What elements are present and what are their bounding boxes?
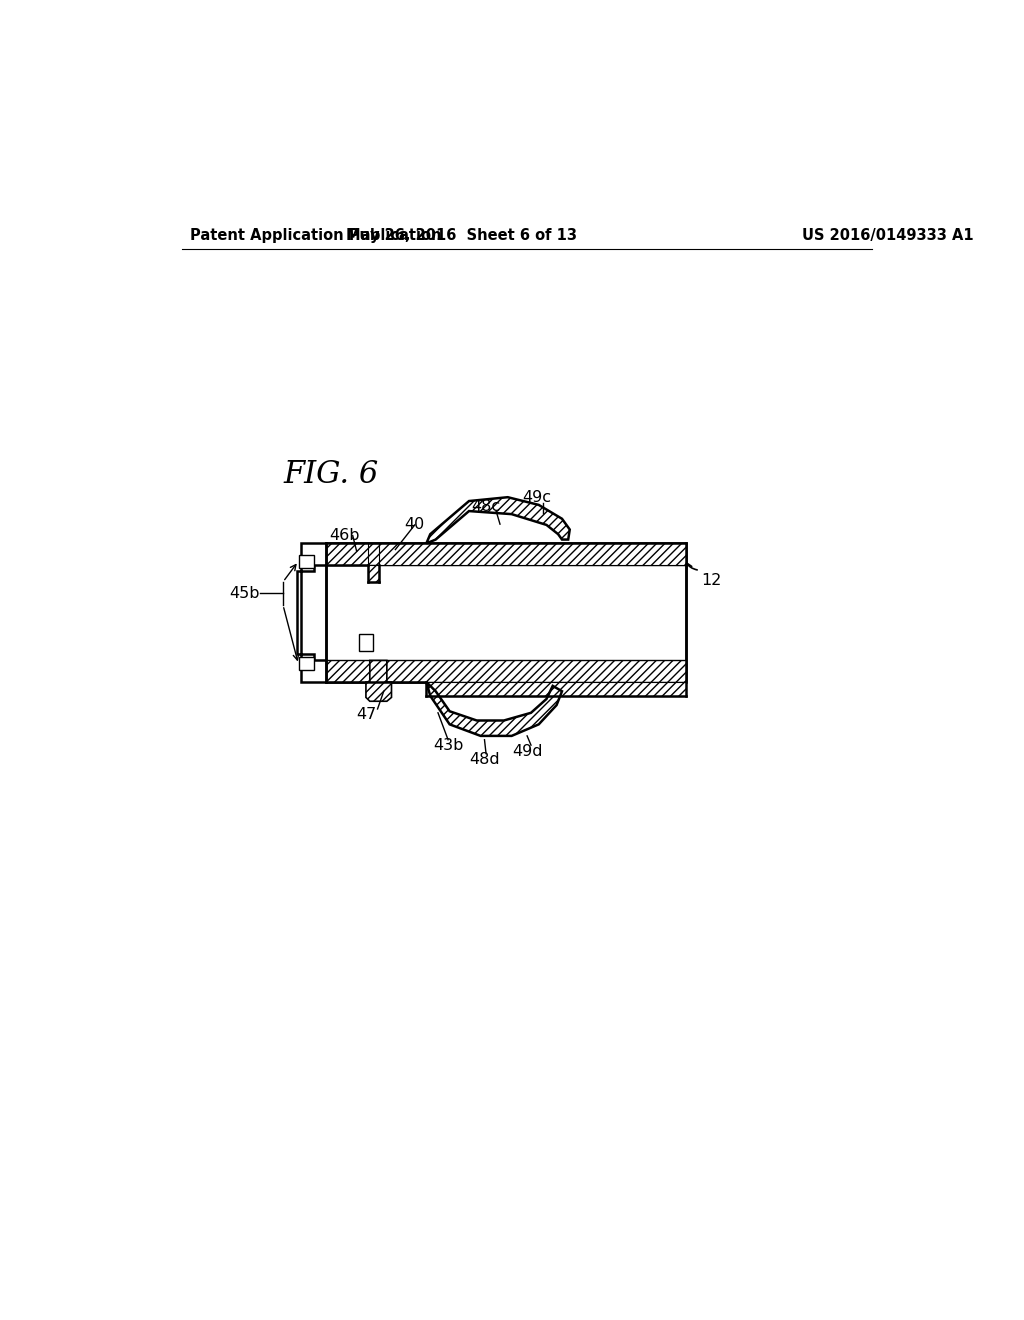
Text: FIG. 6: FIG. 6 — [283, 458, 378, 490]
Text: US 2016/0149333 A1: US 2016/0149333 A1 — [802, 228, 974, 243]
Polygon shape — [426, 498, 569, 544]
Polygon shape — [426, 682, 562, 737]
Polygon shape — [426, 682, 686, 696]
Text: 49d: 49d — [512, 743, 543, 759]
Polygon shape — [326, 544, 686, 565]
Text: 46b: 46b — [330, 528, 360, 544]
Text: 48c: 48c — [471, 499, 501, 513]
Text: Patent Application Publication: Patent Application Publication — [190, 228, 441, 243]
Text: 40: 40 — [404, 517, 425, 532]
Polygon shape — [326, 544, 686, 582]
Polygon shape — [366, 660, 391, 701]
Polygon shape — [326, 660, 686, 682]
Text: 49c: 49c — [522, 490, 552, 504]
Polygon shape — [326, 565, 686, 582]
Text: 47: 47 — [356, 706, 377, 722]
Text: 43b: 43b — [433, 738, 463, 752]
Text: 12: 12 — [701, 573, 722, 587]
Polygon shape — [299, 554, 314, 568]
Polygon shape — [299, 657, 314, 671]
Text: 45b: 45b — [229, 586, 260, 601]
Polygon shape — [326, 544, 686, 682]
Polygon shape — [297, 544, 326, 682]
Text: May 26, 2016  Sheet 6 of 13: May 26, 2016 Sheet 6 of 13 — [346, 228, 577, 243]
Text: 48d: 48d — [469, 751, 500, 767]
Polygon shape — [359, 635, 373, 651]
